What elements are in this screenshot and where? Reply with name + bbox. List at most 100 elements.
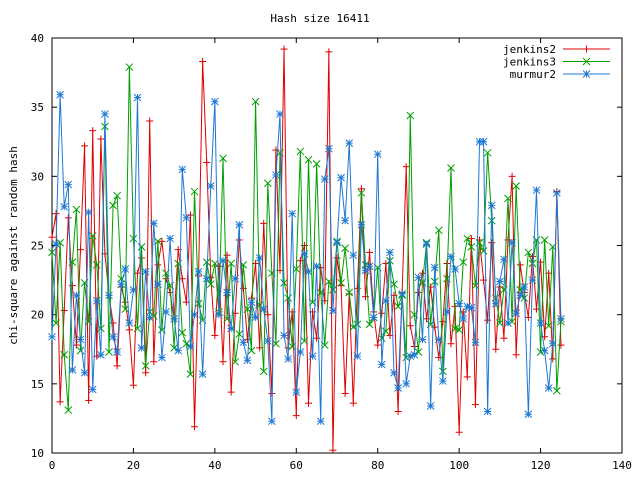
- murmur2-point: [202, 274, 211, 283]
- murmur2-point: [276, 110, 284, 118]
- jenkins3-point: [259, 367, 268, 376]
- murmur2-point: [268, 417, 276, 426]
- x-axis-ticks: 0 20 40 60 80 100 120 140: [49, 38, 632, 472]
- murmur2-point: [483, 407, 492, 416]
- jenkins3-point: [129, 234, 138, 243]
- murmur2-point: [410, 350, 419, 359]
- jenkins3-line: [51, 67, 562, 411]
- jenkins3-point: [394, 302, 402, 311]
- jenkins2-point: [357, 185, 365, 193]
- murmur2-point: [402, 379, 411, 388]
- murmur2-point: [491, 299, 500, 308]
- murmur2-point: [219, 256, 227, 265]
- jenkins2-point: [488, 239, 496, 247]
- murmur2-point: [373, 150, 382, 159]
- murmur2-point: [536, 319, 545, 327]
- jenkins3-point: [528, 259, 537, 268]
- jenkins3-point: [88, 231, 97, 240]
- jenkins2-point: [142, 369, 150, 377]
- murmur2-point: [284, 355, 292, 363]
- series-layer: [48, 45, 565, 454]
- jenkins3-point: [540, 236, 549, 244]
- jenkins3-point: [113, 191, 121, 200]
- jenkins2-point: [219, 358, 227, 366]
- jenkins3-point: [137, 243, 146, 251]
- murmur2-point: [190, 310, 199, 319]
- murmur2-point: [206, 182, 215, 190]
- jenkins2-point: [125, 326, 133, 334]
- murmur2-point: [101, 110, 109, 118]
- jenkins3-point: [263, 179, 272, 188]
- murmur2-point: [129, 285, 138, 294]
- murmur2-point: [345, 139, 354, 147]
- jenkins3-point: [524, 248, 533, 257]
- jenkins3-point: [235, 330, 244, 338]
- murmur2-point: [231, 274, 240, 283]
- jenkins3-point: [296, 147, 305, 156]
- jenkins3-point: [300, 337, 309, 345]
- jenkins3-point: [483, 148, 492, 157]
- jenkins3-point: [406, 111, 415, 120]
- murmur2-point: [369, 313, 378, 322]
- murmur2-point: [398, 290, 406, 298]
- y-tick-label: 35: [31, 101, 44, 114]
- y-tick-label: 15: [31, 378, 44, 391]
- jenkins2-point: [451, 302, 459, 310]
- jenkins2-point: [414, 289, 422, 297]
- murmur2-point: [263, 337, 272, 345]
- jenkins2-point: [129, 381, 137, 389]
- murmur2-point: [377, 360, 386, 369]
- murmur2-point: [414, 273, 423, 282]
- jenkins2-point: [113, 362, 121, 370]
- jenkins2-point: [423, 315, 431, 323]
- murmur2-point: [300, 249, 309, 258]
- jenkins2-point: [447, 340, 455, 348]
- jenkins3-point: [243, 305, 252, 313]
- jenkins2-point: [467, 235, 475, 243]
- jenkins2-point: [524, 313, 532, 321]
- jenkins2-point: [333, 254, 341, 262]
- murmur2-point: [382, 296, 390, 305]
- jenkins3-point: [141, 361, 150, 370]
- y-tick-label: 20: [31, 309, 44, 322]
- x-tick-label: 0: [49, 459, 56, 472]
- jenkins3-point: [345, 288, 354, 297]
- jenkins2-point: [203, 159, 211, 166]
- murmur2-point: [443, 308, 451, 316]
- jenkins3-point: [56, 238, 64, 247]
- murmur2-point: [227, 324, 235, 333]
- murmur2-point: [471, 338, 480, 347]
- jenkins2-point: [382, 259, 390, 267]
- murmur2-point: [540, 346, 549, 355]
- jenkins3-point: [121, 305, 130, 313]
- jenkins2-point: [349, 399, 357, 407]
- jenkins3-point: [467, 243, 476, 251]
- murmur2-point: [500, 255, 508, 264]
- murmur2-point: [243, 356, 252, 365]
- murmur2-point: [544, 384, 553, 392]
- murmur2-point: [121, 265, 130, 273]
- jenkins2-point: [191, 423, 198, 431]
- jenkins3-point: [504, 194, 512, 203]
- jenkins2-point: [223, 251, 231, 259]
- jenkins2-point: [146, 117, 154, 125]
- murmur2-point: [304, 267, 313, 276]
- murmur2-point: [52, 240, 60, 248]
- murmur2-point: [259, 305, 268, 313]
- jenkins2-point: [280, 45, 288, 53]
- murmur2-point: [109, 332, 117, 341]
- jenkins2-point: [109, 319, 117, 327]
- murmur2-point: [459, 314, 468, 323]
- jenkins3-point: [211, 259, 219, 268]
- murmur2-point: [337, 173, 345, 182]
- jenkins3-point: [304, 155, 313, 164]
- murmur2-point: [496, 277, 504, 286]
- jenkins3-point: [92, 261, 101, 269]
- jenkins3-point: [109, 201, 117, 210]
- jenkins2-point: [158, 237, 166, 245]
- jenkins2-point: [215, 262, 223, 270]
- jenkins2-point: [150, 358, 158, 366]
- jenkins2-point: [292, 412, 300, 420]
- murmur2-point: [255, 254, 264, 262]
